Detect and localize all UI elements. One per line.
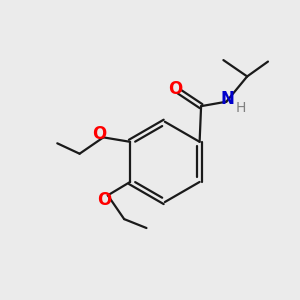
Text: O: O [97,191,111,209]
Text: H: H [236,101,246,115]
Text: O: O [168,80,182,98]
Text: O: O [92,125,106,143]
Text: N: N [221,90,235,108]
